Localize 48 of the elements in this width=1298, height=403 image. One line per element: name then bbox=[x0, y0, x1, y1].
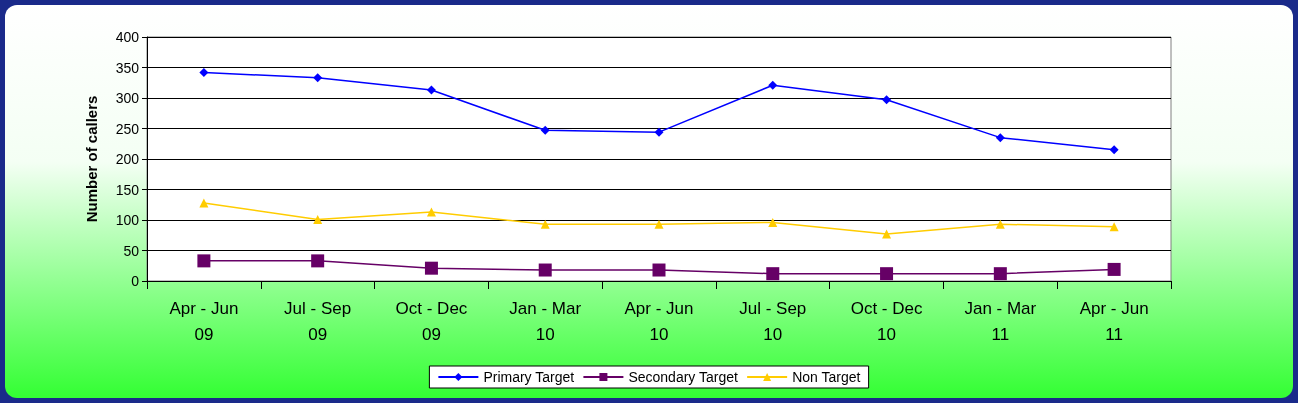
y-tick-label: 300 bbox=[115, 90, 140, 106]
y-tick-label: 100 bbox=[115, 212, 140, 228]
y-tick-label: 150 bbox=[115, 181, 140, 198]
point bbox=[654, 219, 664, 229]
legend-label: Non Target bbox=[792, 369, 861, 385]
point bbox=[540, 125, 550, 135]
x-tick-label: Jul - Sep 10 bbox=[739, 298, 807, 344]
y-tick-label: 200 bbox=[115, 151, 140, 167]
point bbox=[426, 85, 436, 95]
point bbox=[313, 73, 323, 83]
x-tick-label: Jan - Mar 11 bbox=[964, 298, 1037, 344]
x-tick-label: Oct - Dec 10 bbox=[850, 298, 923, 344]
point bbox=[540, 219, 550, 229]
y-tick-label: 350 bbox=[115, 59, 140, 76]
y-tick-label: 400 bbox=[115, 29, 140, 45]
point bbox=[426, 207, 436, 217]
point bbox=[538, 263, 552, 277]
point bbox=[995, 133, 1005, 143]
point bbox=[424, 261, 438, 275]
legend-label: Primary Target bbox=[483, 369, 575, 385]
legend-label: Secondary Target bbox=[628, 369, 738, 385]
x-tick-label: Oct - Dec 09 bbox=[395, 298, 468, 344]
point bbox=[880, 267, 894, 281]
y-tick-label: 50 bbox=[123, 242, 140, 259]
point bbox=[768, 217, 778, 227]
point bbox=[993, 267, 1007, 281]
y-axis-title: Number of callers bbox=[83, 95, 100, 223]
y-tick-label: 0 bbox=[131, 273, 140, 289]
point bbox=[1107, 262, 1121, 276]
point bbox=[199, 67, 209, 77]
x-tick-label: Apr - Jun 10 bbox=[624, 298, 694, 344]
point bbox=[1109, 222, 1119, 232]
point bbox=[313, 214, 323, 224]
point bbox=[311, 254, 325, 268]
point bbox=[197, 254, 211, 268]
point bbox=[882, 95, 892, 105]
point bbox=[768, 80, 778, 90]
x-tick-label: Apr - Jun 11 bbox=[1079, 298, 1149, 344]
x-tick-label: Apr - Jun 09 bbox=[169, 298, 239, 344]
point bbox=[1109, 145, 1119, 155]
point bbox=[652, 263, 666, 277]
x-tick-label: Jul - Sep 09 bbox=[284, 298, 352, 344]
point bbox=[882, 229, 892, 239]
y-tick-label: 250 bbox=[115, 120, 140, 137]
point bbox=[654, 127, 664, 137]
point bbox=[995, 219, 1005, 229]
point bbox=[766, 267, 780, 281]
x-tick-label: Jan - Mar 10 bbox=[509, 298, 582, 344]
